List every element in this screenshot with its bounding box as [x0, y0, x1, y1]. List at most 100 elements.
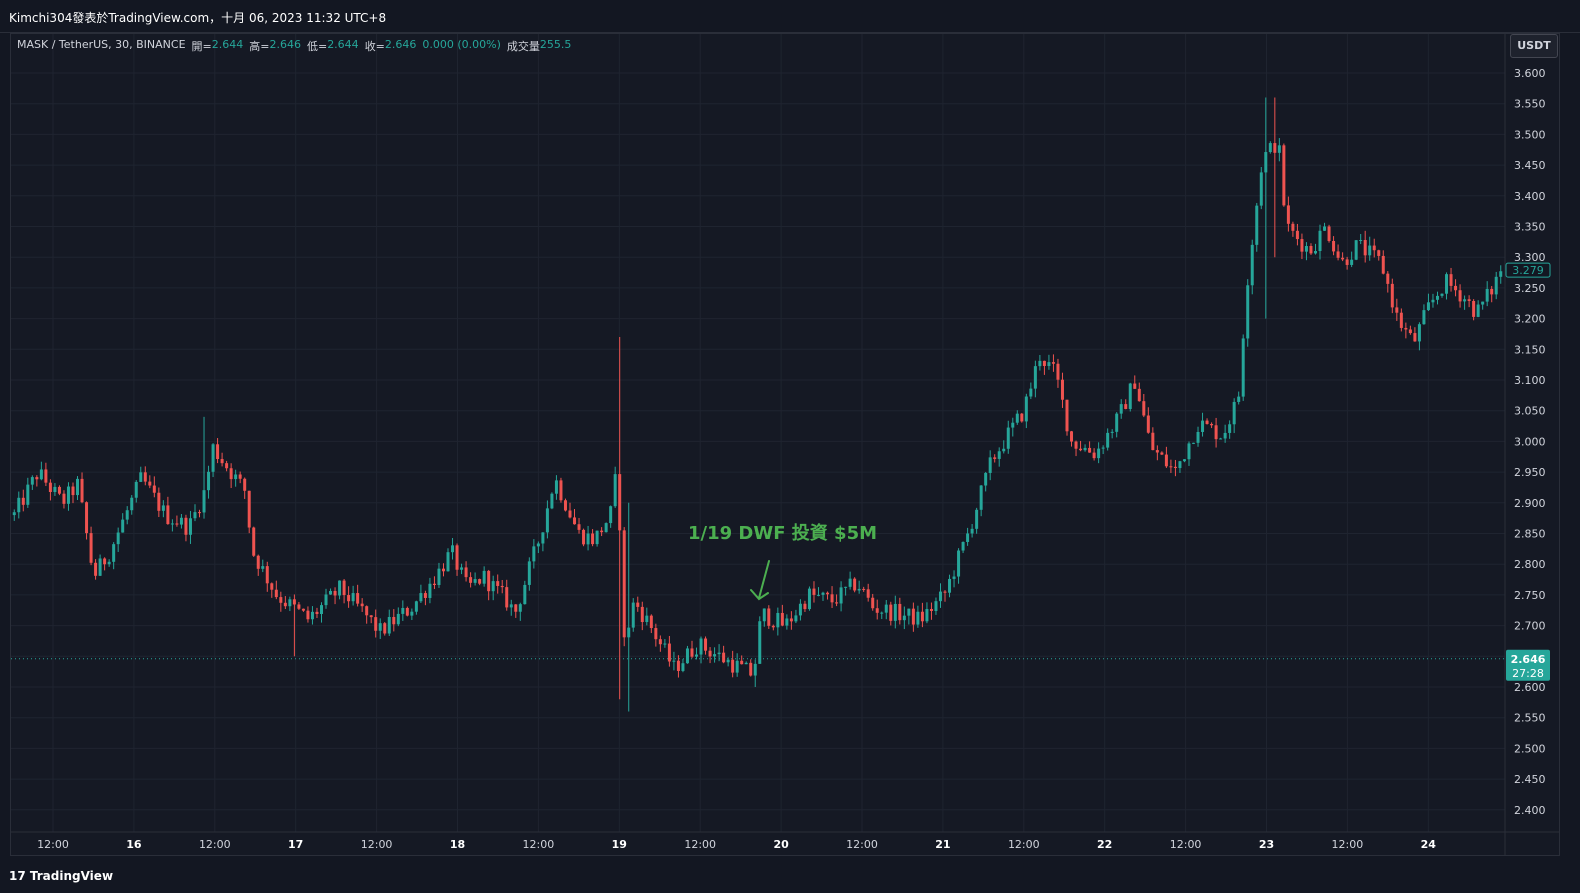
- y-tick-label: 3.400: [1514, 190, 1546, 203]
- candle-body: [464, 567, 468, 578]
- candle-body: [839, 587, 843, 604]
- candle-body: [957, 550, 961, 577]
- candle-body: [1133, 383, 1137, 389]
- candle-body: [1124, 404, 1128, 409]
- candle-body: [722, 652, 726, 663]
- candle-body: [428, 583, 432, 598]
- low-value: 2.644: [327, 38, 359, 51]
- candle-body: [916, 611, 920, 625]
- candle-body: [780, 612, 784, 626]
- annotation-text[interactable]: 1/19 DWF 投資 $5M: [688, 523, 877, 544]
- candle-body: [500, 585, 504, 588]
- y-tick-label: 3.550: [1514, 98, 1546, 111]
- candle-body: [76, 478, 80, 496]
- candle-body: [875, 608, 879, 613]
- candle-body: [396, 613, 400, 625]
- candle-body: [1042, 360, 1046, 366]
- candle-body: [310, 611, 314, 620]
- candle-body: [1377, 250, 1381, 256]
- candle-body: [658, 639, 662, 645]
- candle-body: [1395, 307, 1399, 313]
- candle-body: [563, 500, 567, 511]
- candle-body: [487, 570, 491, 592]
- high-value: 2.646: [269, 38, 301, 51]
- candle-body: [347, 595, 351, 602]
- candle-body: [1196, 431, 1200, 443]
- candle-body: [1368, 245, 1372, 256]
- candle-body: [1060, 379, 1064, 400]
- x-tick-label: 12:00: [523, 838, 555, 851]
- candle-body: [274, 589, 278, 598]
- candle-body: [392, 616, 396, 625]
- candle-body: [708, 650, 712, 657]
- candle-body: [306, 610, 310, 620]
- candle-body: [681, 663, 685, 671]
- candle-body: [803, 603, 807, 610]
- candle-body: [1318, 230, 1322, 252]
- candle-body: [704, 638, 708, 651]
- candle-body: [545, 508, 549, 533]
- x-tick-label: 24: [1421, 838, 1437, 851]
- candle-body: [604, 523, 608, 533]
- candle-body: [234, 474, 238, 480]
- candle-body: [948, 578, 952, 593]
- candle-body: [365, 606, 369, 616]
- candle-body: [518, 604, 522, 612]
- candle-body: [1463, 299, 1467, 302]
- tradingview-logo[interactable]: 𝟭𝟳 TradingView: [9, 869, 113, 883]
- symbol-label[interactable]: MASK / TetherUS, 30, BINANCE: [17, 38, 186, 51]
- open-value: 2.644: [211, 38, 244, 51]
- candle-body: [880, 612, 884, 614]
- candle-body: [229, 468, 233, 480]
- candle-body: [622, 530, 626, 638]
- open-label: 開=: [191, 40, 212, 53]
- candle-body: [731, 659, 735, 673]
- candle-body: [844, 586, 848, 588]
- candle-body: [1472, 300, 1476, 317]
- candle-body: [997, 451, 1001, 459]
- symbol-legend: MASK / TetherUS, 30, BINANCE 開= 2.644 高= 2…: [17, 38, 577, 54]
- change-value: 0.000 (0.00%): [422, 38, 501, 51]
- candle-body: [1192, 442, 1196, 444]
- candle-body: [798, 603, 802, 616]
- candle-body: [1372, 245, 1376, 251]
- candle-body: [758, 621, 762, 664]
- chart-pane[interactable]: [10, 33, 1560, 856]
- candle-body: [1115, 413, 1119, 432]
- candle-body: [85, 502, 89, 534]
- candle-body: [410, 611, 414, 616]
- x-tick-label: 12:00: [1008, 838, 1040, 851]
- candle-body: [740, 660, 744, 665]
- candle-body: [152, 485, 156, 493]
- candle-body: [419, 593, 423, 602]
- candle-body: [1151, 432, 1155, 451]
- candle-body: [261, 566, 265, 569]
- candle-body: [862, 588, 866, 590]
- candle-body: [1300, 239, 1304, 252]
- candle-body: [134, 481, 138, 498]
- candle-body: [1033, 366, 1037, 389]
- x-tick-label: 12:00: [361, 838, 393, 851]
- annotation-arrow-icon[interactable]: [750, 560, 770, 601]
- currency-unit-button[interactable]: USDT: [1510, 34, 1558, 58]
- y-tick-label: 2.800: [1514, 558, 1546, 571]
- x-tick-label: 18: [450, 838, 465, 851]
- candle-body: [175, 523, 179, 525]
- candle-body: [871, 597, 875, 609]
- x-tick-label: 12:00: [684, 838, 716, 851]
- candle-body: [776, 612, 780, 628]
- candle-body: [1499, 271, 1503, 277]
- candle-body: [1237, 396, 1241, 402]
- candle-body: [857, 588, 861, 591]
- candle-body: [469, 577, 473, 583]
- candle-body: [1002, 448, 1006, 452]
- y-tick-label: 2.850: [1514, 528, 1546, 541]
- x-tick-label: 12:00: [1332, 838, 1364, 851]
- candle-body: [207, 471, 211, 491]
- candle-body: [911, 608, 915, 625]
- candle-body: [907, 608, 911, 616]
- y-tick-label: 2.900: [1514, 497, 1546, 510]
- candle-body: [292, 599, 296, 605]
- candle-body: [1413, 333, 1417, 342]
